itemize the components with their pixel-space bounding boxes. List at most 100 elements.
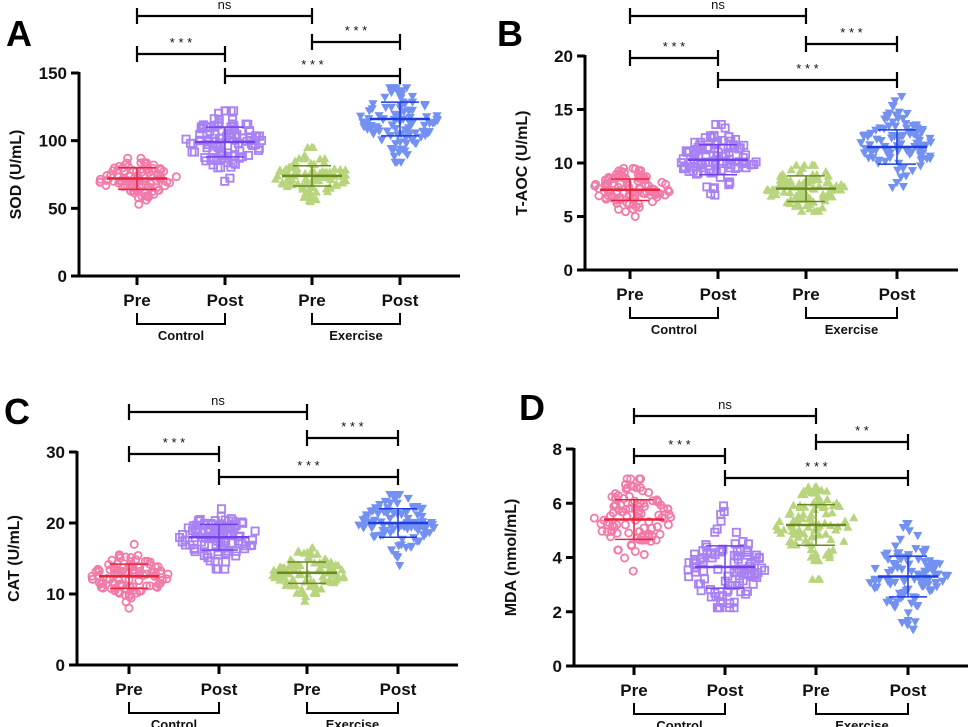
data-point xyxy=(919,557,930,567)
data-point xyxy=(799,529,809,538)
data-point xyxy=(307,581,317,590)
data-point xyxy=(385,491,395,500)
data-point xyxy=(893,147,903,156)
data-point xyxy=(743,564,753,574)
data-point xyxy=(787,537,797,546)
y-tick-label: 50 xyxy=(48,199,67,218)
data-point xyxy=(859,131,869,140)
data-point xyxy=(926,138,936,147)
data-point xyxy=(162,574,172,584)
data-point xyxy=(389,152,399,161)
data-point xyxy=(888,601,899,610)
data-point xyxy=(396,510,407,520)
data-point xyxy=(95,174,105,184)
series-exercise_pre xyxy=(762,160,849,215)
data-point xyxy=(655,529,665,539)
data-point xyxy=(902,124,912,133)
data-point xyxy=(706,189,716,199)
data-point xyxy=(908,121,918,131)
data-point xyxy=(420,101,430,110)
data-point xyxy=(373,510,383,519)
data-point xyxy=(329,164,340,173)
data-point xyxy=(359,123,369,132)
data-point xyxy=(918,548,928,557)
data-point xyxy=(88,574,98,584)
y-tick-label: 2 xyxy=(553,603,562,622)
group-bracket xyxy=(629,307,719,319)
data-point xyxy=(291,581,301,590)
data-point xyxy=(307,543,317,552)
series-exercise_post xyxy=(856,93,936,193)
data-point xyxy=(121,597,131,607)
data-point xyxy=(209,153,219,163)
data-point xyxy=(664,509,674,519)
data-point xyxy=(887,131,897,141)
data-point xyxy=(630,190,640,200)
data-point xyxy=(218,151,228,161)
data-point xyxy=(151,582,161,592)
data-point xyxy=(634,202,644,212)
data-point xyxy=(904,560,914,569)
data-point xyxy=(324,576,334,585)
data-point xyxy=(825,550,835,559)
significance-bracket xyxy=(716,72,899,88)
data-point xyxy=(791,160,801,169)
data-point xyxy=(611,500,621,510)
data-point xyxy=(419,531,429,540)
data-point xyxy=(892,179,902,188)
group-bracket xyxy=(805,307,898,319)
data-point xyxy=(388,525,399,535)
data-point xyxy=(712,524,722,534)
group-bracket xyxy=(306,702,399,714)
data-point xyxy=(136,158,146,168)
data-point xyxy=(284,562,294,571)
data-point xyxy=(311,195,321,204)
significance-bracket xyxy=(127,446,221,462)
data-point xyxy=(380,508,390,517)
data-point xyxy=(241,119,251,129)
data-point xyxy=(403,494,413,504)
significance-bracket xyxy=(127,404,309,420)
data-point xyxy=(634,506,644,516)
data-point xyxy=(318,575,328,585)
data-point xyxy=(784,509,794,518)
data-point xyxy=(770,185,780,194)
data-point xyxy=(920,568,930,577)
data-point xyxy=(356,112,366,121)
significance-label: ns xyxy=(711,0,725,12)
data-point xyxy=(898,523,908,533)
data-point xyxy=(428,119,438,128)
data-point xyxy=(141,180,151,190)
data-point xyxy=(316,584,326,593)
series-control_pre xyxy=(589,474,676,576)
data-point xyxy=(676,158,686,168)
data-point xyxy=(380,93,390,102)
data-point xyxy=(101,180,111,190)
data-point xyxy=(807,531,817,540)
data-point xyxy=(865,579,875,588)
significance-label: * * * xyxy=(163,435,185,450)
series-control_pre xyxy=(590,163,674,221)
data-point xyxy=(108,578,118,588)
data-point xyxy=(883,555,893,564)
data-point xyxy=(630,211,640,221)
data-point xyxy=(298,184,308,193)
data-point xyxy=(806,544,816,554)
data-point xyxy=(227,114,237,124)
data-point xyxy=(915,162,926,171)
data-point xyxy=(401,544,411,553)
data-point xyxy=(331,560,341,569)
data-point xyxy=(102,170,112,180)
data-point xyxy=(292,588,302,597)
data-point xyxy=(890,542,901,551)
data-point xyxy=(416,505,426,514)
significance-label: ns xyxy=(718,397,732,412)
data-point xyxy=(331,180,341,189)
data-point xyxy=(661,179,671,189)
data-point xyxy=(370,504,381,513)
data-point xyxy=(870,584,880,593)
data-point xyxy=(636,474,646,484)
data-point xyxy=(633,176,643,186)
data-point xyxy=(411,139,421,148)
data-point xyxy=(905,150,915,159)
